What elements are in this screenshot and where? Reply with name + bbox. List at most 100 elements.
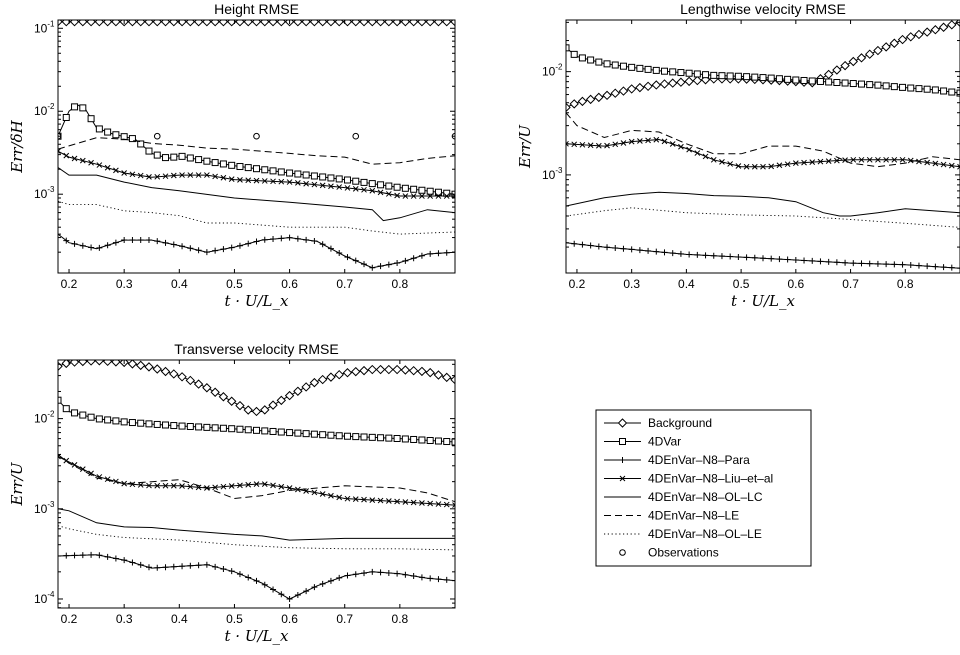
marker-4dvar [178,152,186,160]
marker-4dvar [62,113,70,121]
y-tick-label: 10-1 [34,19,55,35]
marker-background [585,94,596,105]
marker-4denvar-n8-para [735,253,742,260]
legend-marker-observations [619,549,626,556]
marker-4denvar-n8-para [319,580,326,587]
marker-4denvar-n8-liu-et-al [678,143,684,150]
marker-4denvar-n8-para [948,264,955,271]
marker-4denvar-n8-para [336,250,343,257]
marker-4denvar-n8-para [612,244,619,251]
marker-4denvar-n8-para [932,263,939,270]
marker-4denvar-n8-para [236,242,243,249]
marker-4denvar-n8-para [79,242,86,249]
marker-background [268,20,278,27]
marker-4denvar-n8-liu-et-al [286,485,293,491]
marker-4denvar-n8-liu-et-al [328,492,334,499]
marker-4denvar-n8-liu-et-al [571,141,578,148]
marker-4dvar [170,153,178,161]
marker-4denvar-n8-liu-et-al [237,176,243,183]
x-tick-label: 0.2 [61,277,78,291]
marker-4denvar-n8-para [179,243,186,250]
marker-4denvar-n8-liu-et-al [891,156,898,163]
series-group [58,360,455,602]
marker-background [226,396,237,406]
marker-4denvar-n8-liu-et-al [104,164,111,171]
marker-4denvar-n8-liu-et-al [435,501,442,507]
marker-4denvar-n8-liu-et-al [369,187,376,194]
marker-4dvar [685,69,693,77]
marker-4dvar [628,63,636,71]
marker-background [276,20,287,27]
marker-4denvar-n8-liu-et-al [195,172,202,178]
marker-4dvar [401,184,409,192]
marker-4denvar-n8-liu-et-al [220,174,227,181]
marker-4denvar-n8-liu-et-al [319,182,326,189]
marker-4denvar-n8-para [212,247,219,254]
marker-4denvar-n8-liu-et-al [784,161,791,168]
marker-4denvar-n8-liu-et-al [612,141,619,148]
marker-4denvar-n8-para [677,250,684,257]
marker-4denvar-n8-para [303,236,310,243]
marker-4denvar-n8-para [579,241,586,248]
marker-background [202,383,212,393]
marker-4denvar-n8-para [311,584,318,591]
marker-background [651,80,661,90]
marker-4denvar-n8-para [377,569,384,576]
marker-background [351,366,361,377]
marker-4dvar [849,80,857,88]
marker-4dvar [71,103,79,111]
marker-4denvar-n8-para [410,255,417,262]
marker-4dvar [426,436,434,444]
marker-4dvar [343,432,351,440]
marker-4denvar-n8-liu-et-al [220,483,227,490]
marker-4denvar-n8-liu-et-al [628,138,635,145]
marker-4dvar [385,182,393,190]
x-axis-label: t · U/L_x [225,292,289,310]
marker-4dvar [360,433,368,441]
marker-4denvar-n8-liu-et-al [71,155,78,162]
marker-4denvar-n8-para [858,260,865,267]
marker-4dvar [343,176,351,184]
marker-background [169,20,179,27]
marker-4dvar [352,433,360,441]
marker-4denvar-n8-para [435,250,442,257]
marker-4denvar-n8-para [628,246,635,253]
y-axis-label: Err/δH [8,119,26,173]
marker-background [185,375,196,386]
marker-4denvar-n8-liu-et-al [385,191,392,197]
marker-4denvar-n8-liu-et-al [875,156,881,163]
marker-4denvar-n8-liu-et-al [195,484,202,491]
marker-4denvar-n8-liu-et-al [137,482,144,488]
marker-background [251,20,262,27]
legend-label: 4DEnVar–N8–Liu–et–al [648,472,773,486]
marker-4dvar [269,167,277,175]
legend-label: 4DEnVar–N8–OL–LC [648,490,763,504]
marker-4dvar [228,161,236,169]
marker-4denvar-n8-para [96,244,103,251]
marker-4denvar-n8-liu-et-al [899,156,906,163]
marker-4denvar-n8-para [245,574,252,581]
marker-4denvar-n8-para [686,251,693,258]
marker-4denvar-n8-liu-et-al [154,173,161,180]
marker-4denvar-n8-liu-et-al [113,167,119,174]
marker-4dvar [418,436,426,444]
marker-background [334,369,344,380]
marker-4denvar-n8-liu-et-al [154,482,161,489]
marker-observations [352,132,360,140]
marker-4denvar-n8-para [79,552,86,559]
marker-4denvar-n8-liu-et-al [948,162,955,169]
x-tick-label: 0.8 [897,277,914,291]
marker-4dvar [652,66,660,74]
marker-4denvar-n8-liu-et-al [385,498,392,504]
x-tick-label: 0.7 [336,277,353,291]
marker-4denvar-n8-para [228,244,235,251]
series-line-4denvar-n8-ol-le [58,525,455,551]
marker-4dvar [137,140,145,148]
marker-4denvar-n8-liu-et-al [620,140,627,146]
marker-4dvar [302,171,310,179]
marker-4denvar-n8-para [792,256,799,263]
marker-4dvar [211,424,219,432]
y-axis-label: Err/U [516,124,534,169]
marker-4dvar [277,168,285,176]
marker-4denvar-n8-para [170,563,177,570]
